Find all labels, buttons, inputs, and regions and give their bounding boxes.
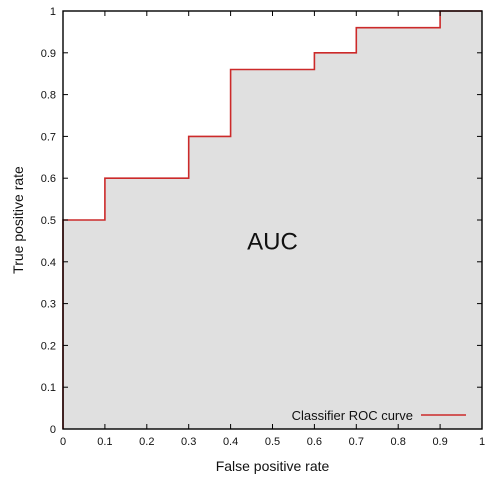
y-tick-label: 0	[50, 424, 56, 436]
y-tick-label: 0.6	[41, 173, 56, 185]
x-tick-label: 0.3	[181, 436, 196, 448]
y-tick-label: 0.4	[41, 257, 56, 269]
legend-label: Classifier ROC curve	[292, 408, 413, 423]
x-tick-label: 0.7	[349, 436, 364, 448]
y-axis-label: True positive rate	[10, 166, 26, 274]
x-tick-label: 0.5	[265, 436, 280, 448]
roc-curve-line	[62, 10, 482, 429]
y-axis: 0 0.1 0.2 0.3 0.4 0.5 0.6 0.7 0.8 0.9 1	[41, 6, 482, 436]
y-tick-label: 0.9	[41, 48, 56, 60]
y-tick-label: 0.8	[41, 90, 56, 102]
y-tick-label: 0.5	[41, 215, 56, 227]
y-tick-label: 1	[50, 6, 56, 18]
y-tick-label: 0.3	[41, 299, 56, 311]
x-tick-label: 0.1	[97, 436, 112, 448]
x-tick-label: 0.9	[432, 436, 447, 448]
x-tick-label: 0.2	[139, 436, 154, 448]
x-tick-label: 0.4	[223, 436, 238, 448]
x-tick-label: 0.8	[391, 436, 406, 448]
auc-annotation: AUC	[247, 228, 298, 255]
x-tick-label: 0	[60, 436, 66, 448]
auc-area	[63, 11, 482, 429]
x-tick-label: 1	[479, 436, 485, 448]
y-tick-label: 0.2	[41, 340, 56, 352]
y-tick-label: 0.7	[41, 131, 56, 143]
x-axis: 0 0.1 0.2 0.3 0.4 0.5 0.6 0.7 0.8 0.9 1	[60, 11, 485, 448]
legend: Classifier ROC curve	[292, 408, 466, 423]
y-tick-label: 0.1	[41, 382, 56, 394]
x-tick-label: 0.6	[307, 436, 322, 448]
x-axis-label: False positive rate	[216, 458, 330, 474]
plot-area	[62, 10, 483, 430]
